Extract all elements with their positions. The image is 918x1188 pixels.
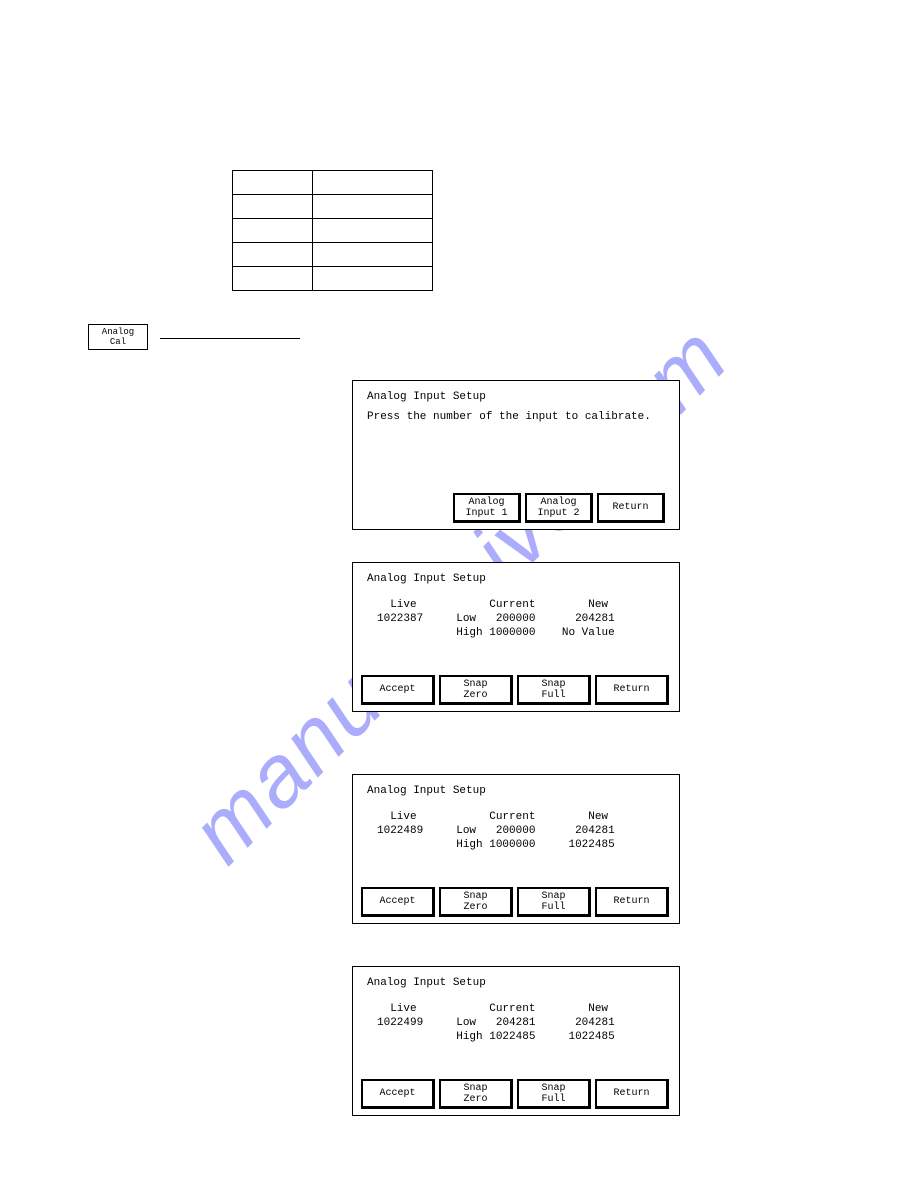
screen-0-buttons: Analog Input 1 Analog Input 2 Return [453, 493, 665, 523]
low-cur: 200000 [496, 613, 536, 625]
screen-1-row-live-low: 1022387 Low 200000 204281 [377, 613, 615, 625]
return-button[interactable]: Return [595, 1079, 669, 1109]
screen-1-header: Live Current New [377, 599, 608, 611]
high-new: No Value [562, 627, 615, 639]
btn-line2: Zero [463, 690, 487, 701]
screen-2-row-high: High 1000000 1022485 [377, 839, 615, 851]
snap-full-button[interactable]: SnapFull [517, 1079, 591, 1109]
btn-line1: Accept [379, 896, 415, 907]
snap-zero-button[interactable]: SnapZero [439, 1079, 513, 1109]
screen-0-title: Analog Input Setup [367, 391, 486, 403]
low-new: 204281 [575, 825, 615, 837]
high-label: High [456, 839, 482, 851]
btn-line1: Analog [468, 497, 504, 508]
btn-line1: Snap [463, 679, 487, 690]
analog-input-2-button[interactable]: Analog Input 2 [525, 493, 593, 523]
accept-button[interactable]: Accept [361, 1079, 435, 1109]
btn-line2: Zero [463, 1094, 487, 1105]
high-label: High [456, 627, 482, 639]
return-button[interactable]: Return [595, 887, 669, 917]
screen-1: Analog Input Setup Live Current New 1022… [352, 562, 680, 712]
btn-line1: Return [613, 1088, 649, 1099]
low-new: 204281 [575, 613, 615, 625]
accept-button[interactable]: Accept [361, 675, 435, 705]
btn-line1: Snap [463, 1083, 487, 1094]
btn-line1: Return [613, 896, 649, 907]
screen-3: Analog Input Setup Live Current New 1022… [352, 966, 680, 1116]
btn-line1: Return [613, 684, 649, 695]
btn-line1: Analog [540, 497, 576, 508]
spec-table [232, 170, 433, 291]
screen-2-header: Live Current New [377, 811, 608, 823]
live-val: 1022387 [377, 613, 423, 625]
screen-1-row-high: High 1000000 No Value [377, 627, 615, 639]
high-new: 1022485 [568, 839, 614, 851]
analog-cal-line2: Cal [110, 337, 126, 347]
screen-0: Analog Input Setup Press the number of t… [352, 380, 680, 530]
high-label: High [456, 1031, 482, 1043]
screen-3-row-live-low: 1022499 Low 204281 204281 [377, 1017, 615, 1029]
btn-line1: Snap [541, 679, 565, 690]
low-label: Low [456, 825, 476, 837]
high-cur: 1022485 [489, 1031, 535, 1043]
btn-line1: Accept [379, 1088, 415, 1099]
screen-1-title: Analog Input Setup [367, 573, 486, 585]
screen-0-subtitle: Press the number of the input to calibra… [367, 411, 651, 423]
return-button[interactable]: Return [597, 493, 665, 523]
screen-3-header: Live Current New [377, 1003, 608, 1015]
snap-zero-button[interactable]: SnapZero [439, 887, 513, 917]
screen-2: Analog Input Setup Live Current New 1022… [352, 774, 680, 924]
live-val: 1022489 [377, 825, 423, 837]
snap-zero-button[interactable]: SnapZero [439, 675, 513, 705]
btn-line1: Snap [541, 891, 565, 902]
btn-line1: Accept [379, 684, 415, 695]
btn-line1: Snap [463, 891, 487, 902]
screen-3-buttons: Accept SnapZero SnapFull Return [361, 1079, 669, 1109]
snap-full-button[interactable]: SnapFull [517, 887, 591, 917]
btn-line1: Snap [541, 1083, 565, 1094]
live-val: 1022499 [377, 1017, 423, 1029]
screen-2-buttons: Accept SnapZero SnapFull Return [361, 887, 669, 917]
low-cur: 200000 [496, 825, 536, 837]
btn-line2: Input 1 [465, 508, 507, 519]
low-cur: 204281 [496, 1017, 536, 1029]
btn-line2: Full [541, 1094, 565, 1105]
btn-line1: Return [612, 502, 648, 513]
btn-line2: Zero [463, 902, 487, 913]
rule-line [160, 338, 300, 339]
btn-line2: Input 2 [537, 508, 579, 519]
high-cur: 1000000 [489, 839, 535, 851]
btn-line2: Full [541, 902, 565, 913]
low-new: 204281 [575, 1017, 615, 1029]
analog-cal-line1: Analog [102, 327, 134, 337]
screen-2-title: Analog Input Setup [367, 785, 486, 797]
screen-3-title: Analog Input Setup [367, 977, 486, 989]
screen-2-row-live-low: 1022489 Low 200000 204281 [377, 825, 615, 837]
low-label: Low [456, 613, 476, 625]
high-new: 1022485 [568, 1031, 614, 1043]
btn-line2: Full [541, 690, 565, 701]
analog-cal-button[interactable]: Analog Cal [88, 324, 148, 350]
accept-button[interactable]: Accept [361, 887, 435, 917]
analog-input-1-button[interactable]: Analog Input 1 [453, 493, 521, 523]
screen-1-buttons: Accept SnapZero SnapFull Return [361, 675, 669, 705]
low-label: Low [456, 1017, 476, 1029]
return-button[interactable]: Return [595, 675, 669, 705]
screen-3-row-high: High 1022485 1022485 [377, 1031, 615, 1043]
high-cur: 1000000 [489, 627, 535, 639]
snap-full-button[interactable]: SnapFull [517, 675, 591, 705]
